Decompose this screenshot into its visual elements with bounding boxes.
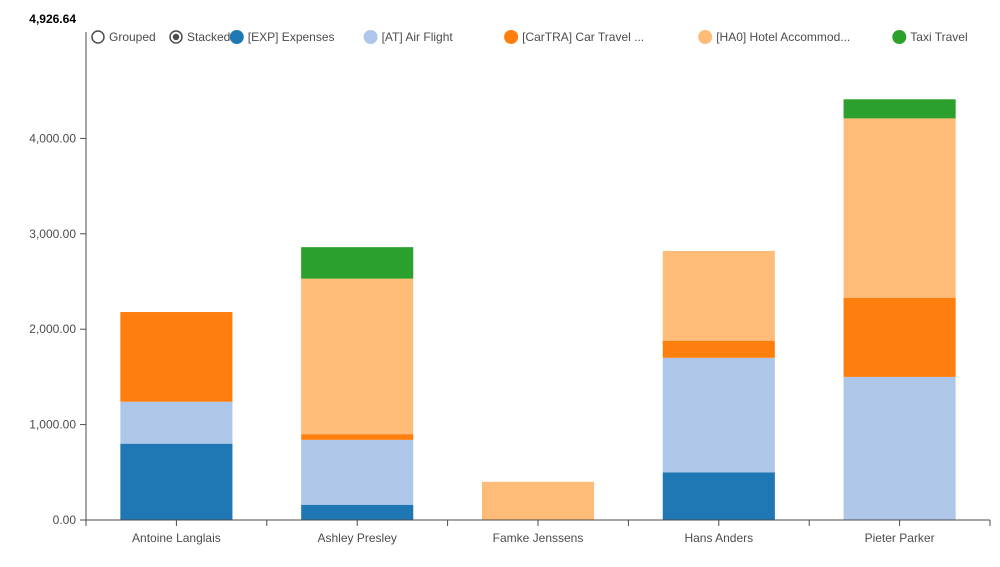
bar-segment-taxi[interactable] — [844, 99, 956, 118]
bar-segment-taxi[interactable] — [301, 247, 413, 278]
bar-segment-exp[interactable] — [120, 444, 232, 520]
x-category-label: Pieter Parker — [865, 531, 935, 545]
mode-option-label: Stacked — [187, 30, 230, 44]
bar-segment-hotel[interactable] — [482, 482, 594, 520]
legend-label: [HA0] Hotel Accommod... — [716, 30, 850, 44]
bar-segment-car[interactable] — [120, 312, 232, 402]
mode-option-label: Grouped — [109, 30, 156, 44]
legend-swatch — [698, 30, 712, 44]
bar-segment-exp[interactable] — [663, 472, 775, 520]
bar-segment-hotel[interactable] — [663, 251, 775, 341]
legend-swatch — [230, 30, 244, 44]
x-category-label: Hans Anders — [684, 531, 753, 545]
legend-label: [AT] Air Flight — [382, 30, 454, 44]
legend-swatch — [364, 30, 378, 44]
legend-swatch — [892, 30, 906, 44]
bar-segment-air[interactable] — [663, 358, 775, 472]
bar-segment-car[interactable] — [844, 298, 956, 377]
legend-item[interactable]: Taxi Travel — [892, 30, 967, 44]
legend-label: [CarTRA] Car Travel ... — [522, 30, 644, 44]
x-category-label: Ashley Presley — [318, 531, 397, 545]
legend-item[interactable]: [HA0] Hotel Accommod... — [698, 30, 850, 44]
bar-segment-hotel[interactable] — [301, 279, 413, 435]
x-category-label: Famke Jenssens — [493, 531, 584, 545]
bar-segment-hotel[interactable] — [844, 118, 956, 297]
bar-segment-exp[interactable] — [301, 505, 413, 520]
mode-option-stacked[interactable]: Stacked — [170, 30, 230, 44]
bar-segment-air[interactable] — [301, 440, 413, 505]
bar-segment-car[interactable] — [301, 434, 413, 440]
bar-segment-air[interactable] — [844, 377, 956, 520]
y-tick-label: 4,000.00 — [29, 131, 76, 145]
y-tick-label: 0.00 — [53, 513, 77, 527]
y-tick-label: 2,000.00 — [29, 322, 76, 336]
y-tick-label: 1,000.00 — [29, 418, 76, 432]
legend-item[interactable]: [CarTRA] Car Travel ... — [504, 30, 644, 44]
y-max-label: 4,926.64 — [29, 12, 76, 26]
bar-segment-car[interactable] — [663, 341, 775, 358]
legend-label: Taxi Travel — [910, 30, 967, 44]
bar-segment-air[interactable] — [120, 402, 232, 444]
legend-label: [EXP] Expenses — [248, 30, 335, 44]
x-category-label: Antoine Langlais — [132, 531, 221, 545]
expenses-stacked-bar-chart: 0.00 1,000.00 2,000.00 3,000.00 4,000.00 4,92… — [0, 0, 1000, 567]
legend-swatch — [504, 30, 518, 44]
y-tick-label: 3,000.00 — [29, 227, 76, 241]
